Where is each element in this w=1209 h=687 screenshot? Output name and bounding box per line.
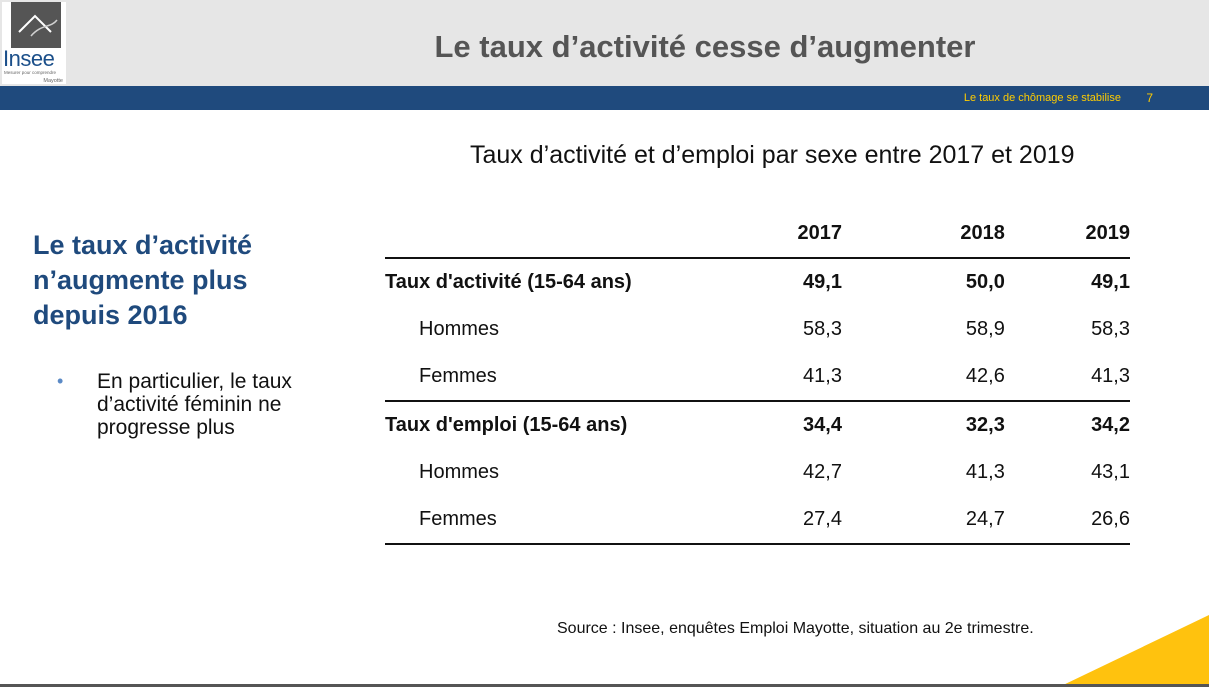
cell-2018: 32,3 [965, 414, 1005, 436]
table-row: Taux d'activité (15-64 ans) 49,1 50,0 49… [385, 258, 1130, 306]
bullet-text: En particulier, le taux d’activité fémin… [97, 370, 292, 439]
logo-tagline: Mesurer pour comprendre [4, 70, 57, 75]
cell-2019: 26,6 [1091, 508, 1130, 530]
table-row: Femmes 27,4 24,7 26,6 [385, 496, 1130, 544]
row-label: Hommes [419, 318, 500, 340]
cell-2018: 58,9 [965, 318, 1005, 340]
cell-2019: 41,3 [1091, 365, 1130, 387]
table-row: Femmes 41,3 42,6 41,3 [385, 353, 1130, 401]
table-header-row: 2017 2018 2019 [385, 209, 1130, 258]
row-label: Femmes [419, 365, 497, 387]
row-label: Hommes [419, 461, 500, 483]
slide-title: Le taux d’activité cesse d’augmenter [434, 29, 976, 64]
cell-2019: 43,1 [1091, 461, 1130, 483]
bullet-dot-icon: • [57, 371, 64, 391]
logo-region: Mayotte [43, 78, 63, 84]
cell-2017: 58,3 [803, 318, 842, 340]
column-header-2018: 2018 [960, 221, 1005, 244]
header-label-cell [385, 209, 763, 258]
cell-2018: 41,3 [965, 461, 1005, 483]
cell-2019: 34,2 [1091, 414, 1130, 436]
insee-logo-mark-icon [11, 2, 61, 48]
table-row: Hommes 58,3 58,9 58,3 [385, 306, 1130, 353]
row-label: Taux d'activité (15-64 ans) [385, 271, 632, 293]
cell-2019: 58,3 [1091, 318, 1130, 340]
cell-2018: 42,6 [965, 365, 1005, 387]
section-bar: Le taux de chômage se stabilise 7 [0, 86, 1209, 110]
table-title: Taux d’activité et d’emploi par sexe ent… [470, 141, 1075, 169]
source-note: Source : Insee, enquêtes Emploi Mayotte,… [557, 620, 1034, 637]
cell-2018: 50,0 [965, 271, 1005, 293]
cell-2017: 34,4 [803, 414, 842, 436]
cell-2017: 42,7 [803, 461, 842, 483]
column-header-2017: 2017 [797, 221, 842, 244]
cell-2017: 27,4 [803, 508, 842, 530]
section-label: Le taux de chômage se stabilise [963, 92, 1121, 104]
corner-triangle-icon [1059, 615, 1209, 687]
key-message-heading: Le taux d’activité n’augmente plus depui… [33, 230, 253, 330]
page-number: 7 [1146, 91, 1153, 105]
bottom-border [0, 684, 1209, 687]
insee-logo: Insee Mesurer pour comprendre Mayotte [2, 2, 66, 84]
table-row: Hommes 42,7 41,3 43,1 [385, 449, 1130, 496]
cell-2019: 49,1 [1091, 271, 1130, 293]
cell-2017: 41,3 [803, 365, 842, 387]
cell-2017: 49,1 [803, 271, 842, 293]
row-label: Femmes [419, 508, 497, 530]
logo-text: Insee [3, 46, 55, 71]
table-row: Taux d'emploi (15-64 ans) 34,4 32,3 34,2 [385, 401, 1130, 449]
cell-2018: 24,7 [965, 508, 1005, 530]
corner-triangle-shape [1059, 615, 1209, 687]
row-label: Taux d'emploi (15-64 ans) [385, 414, 628, 436]
column-header-2019: 2019 [1085, 221, 1131, 244]
slide-header: Insee Mesurer pour comprendre Mayotte Le… [0, 0, 1209, 86]
activity-employment-table: 2017 2018 2019 Taux d'activité (15-64 an… [385, 209, 1130, 545]
